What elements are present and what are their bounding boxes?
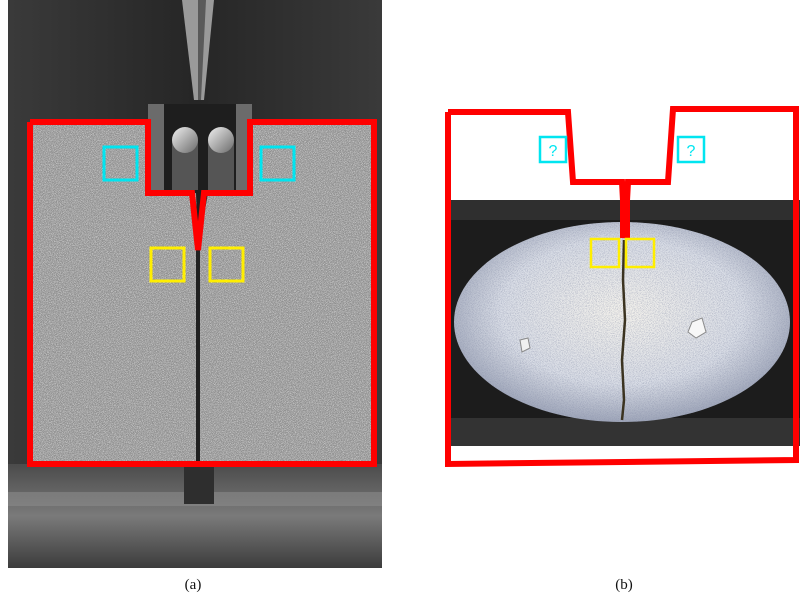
roller-left — [172, 127, 198, 153]
caption-a: (a) — [184, 577, 202, 593]
crack-b — [620, 239, 627, 421]
specimen-outline-a — [27, 119, 377, 467]
inclusion — [687, 317, 707, 339]
clip-gauge-left-arm — [148, 104, 164, 190]
reference-box-right-a — [259, 145, 296, 182]
roller-right — [208, 127, 234, 153]
unknown-marker-left: ? — [549, 143, 558, 160]
specimen-photo-a-svg — [8, 0, 382, 568]
specimen-outline-b — [445, 106, 799, 468]
specimen-photo-b-svg: ? ? — [440, 100, 800, 470]
specimen-photo-b: ? ? — [440, 100, 800, 470]
crack-box-left-b — [589, 237, 621, 269]
reference-box-right-b — [676, 135, 706, 164]
crack-box-right-b — [624, 237, 656, 269]
crack-box-right-a — [208, 246, 245, 283]
crack-box-left-a — [149, 246, 186, 283]
caption-b: (b) — [615, 577, 633, 593]
reference-box-left-a — [102, 145, 139, 182]
specimen-photo-a — [8, 0, 382, 568]
notch-b — [620, 182, 630, 238]
unknown-marker-right: ? — [687, 143, 696, 160]
reference-box-left-b — [538, 135, 568, 164]
